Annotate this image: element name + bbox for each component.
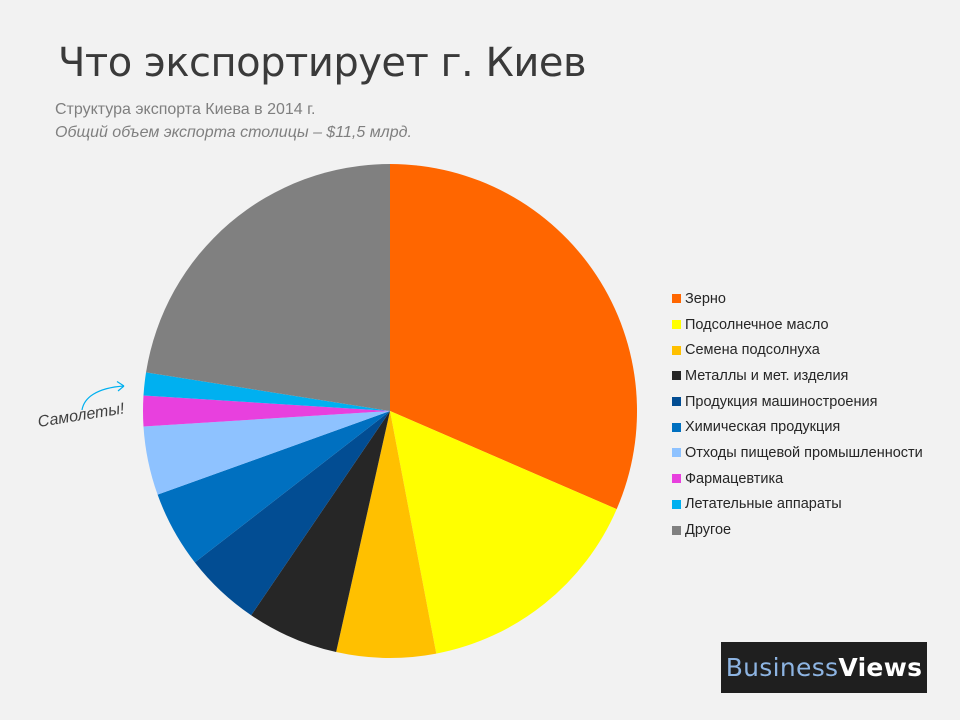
- legend-swatch: [672, 448, 681, 458]
- legend-label: Отходы пищевой промышленности: [685, 444, 923, 461]
- legend-swatch: [672, 422, 681, 432]
- legend-item: Отходы пищевой промышленности: [672, 440, 923, 466]
- legend-item: Зерно: [672, 286, 923, 312]
- pie-slice-3: [336, 411, 437, 658]
- chart-subtitle: Структура экспорта Киева в 2014 г.: [55, 101, 316, 118]
- pie-slices: [143, 164, 638, 658]
- logo-part-views: Views: [838, 653, 923, 682]
- legend-swatch: [672, 525, 681, 535]
- pie-slice-1: [390, 164, 638, 510]
- legend-label: Летательные аппараты: [685, 496, 842, 513]
- legend-label: Семена подсолнуха: [685, 342, 820, 359]
- chart-subtitle-total: Общий объем экспорта столицы – $11,5 млр…: [55, 124, 412, 141]
- legend-label: Продукция машиностроения: [685, 393, 878, 410]
- pie-slice-5: [194, 411, 390, 616]
- legend-item: Продукция машиностроения: [672, 389, 923, 415]
- annotation-arrowhead: [116, 380, 125, 392]
- legend-swatch: [672, 474, 681, 484]
- legend-item: Летательные аппараты: [672, 492, 923, 518]
- legend-label: Другое: [685, 522, 732, 539]
- legend-swatch: [672, 499, 681, 509]
- legend-swatch: [672, 320, 681, 330]
- legend-label: Зерно: [685, 290, 726, 307]
- legend-item: Семена подсолнуха: [672, 337, 923, 363]
- legend-swatch: [672, 345, 681, 355]
- legend-item: Другое: [672, 517, 923, 543]
- page-title: Что экспортирует г. Киев: [58, 40, 587, 86]
- chart-legend: Зерно Подсолнечное масло Семена подсолнуха…: [672, 286, 923, 543]
- legend-item: Металлы и мет. изделия: [672, 363, 923, 389]
- legend-label: Подсолнечное масло: [685, 316, 829, 333]
- pie-slice-9: [143, 372, 390, 411]
- legend-swatch: [672, 371, 681, 381]
- pie-slice-7: [143, 411, 390, 495]
- logo-part-business: Business: [725, 653, 839, 682]
- legend-label: Фармацевтика: [685, 470, 784, 487]
- legend-item: Подсолнечное масло: [672, 312, 923, 338]
- pie-slice-8: [143, 395, 390, 427]
- businessviews-logo: Business Views: [721, 642, 927, 693]
- legend-label: Металлы и мет. изделия: [685, 367, 849, 384]
- legend-swatch: [672, 294, 681, 304]
- annotation-arrow: [81, 385, 125, 411]
- pie-slice-10: [146, 164, 390, 411]
- pie-slice-6: [157, 411, 390, 563]
- legend-label: Химическая продукция: [685, 419, 841, 436]
- legend-item: Фармацевтика: [672, 466, 923, 492]
- legend-item: Химическая продукция: [672, 414, 923, 440]
- pie-slice-2: [390, 411, 617, 654]
- pie-slice-4: [251, 411, 390, 653]
- legend-swatch: [672, 397, 681, 407]
